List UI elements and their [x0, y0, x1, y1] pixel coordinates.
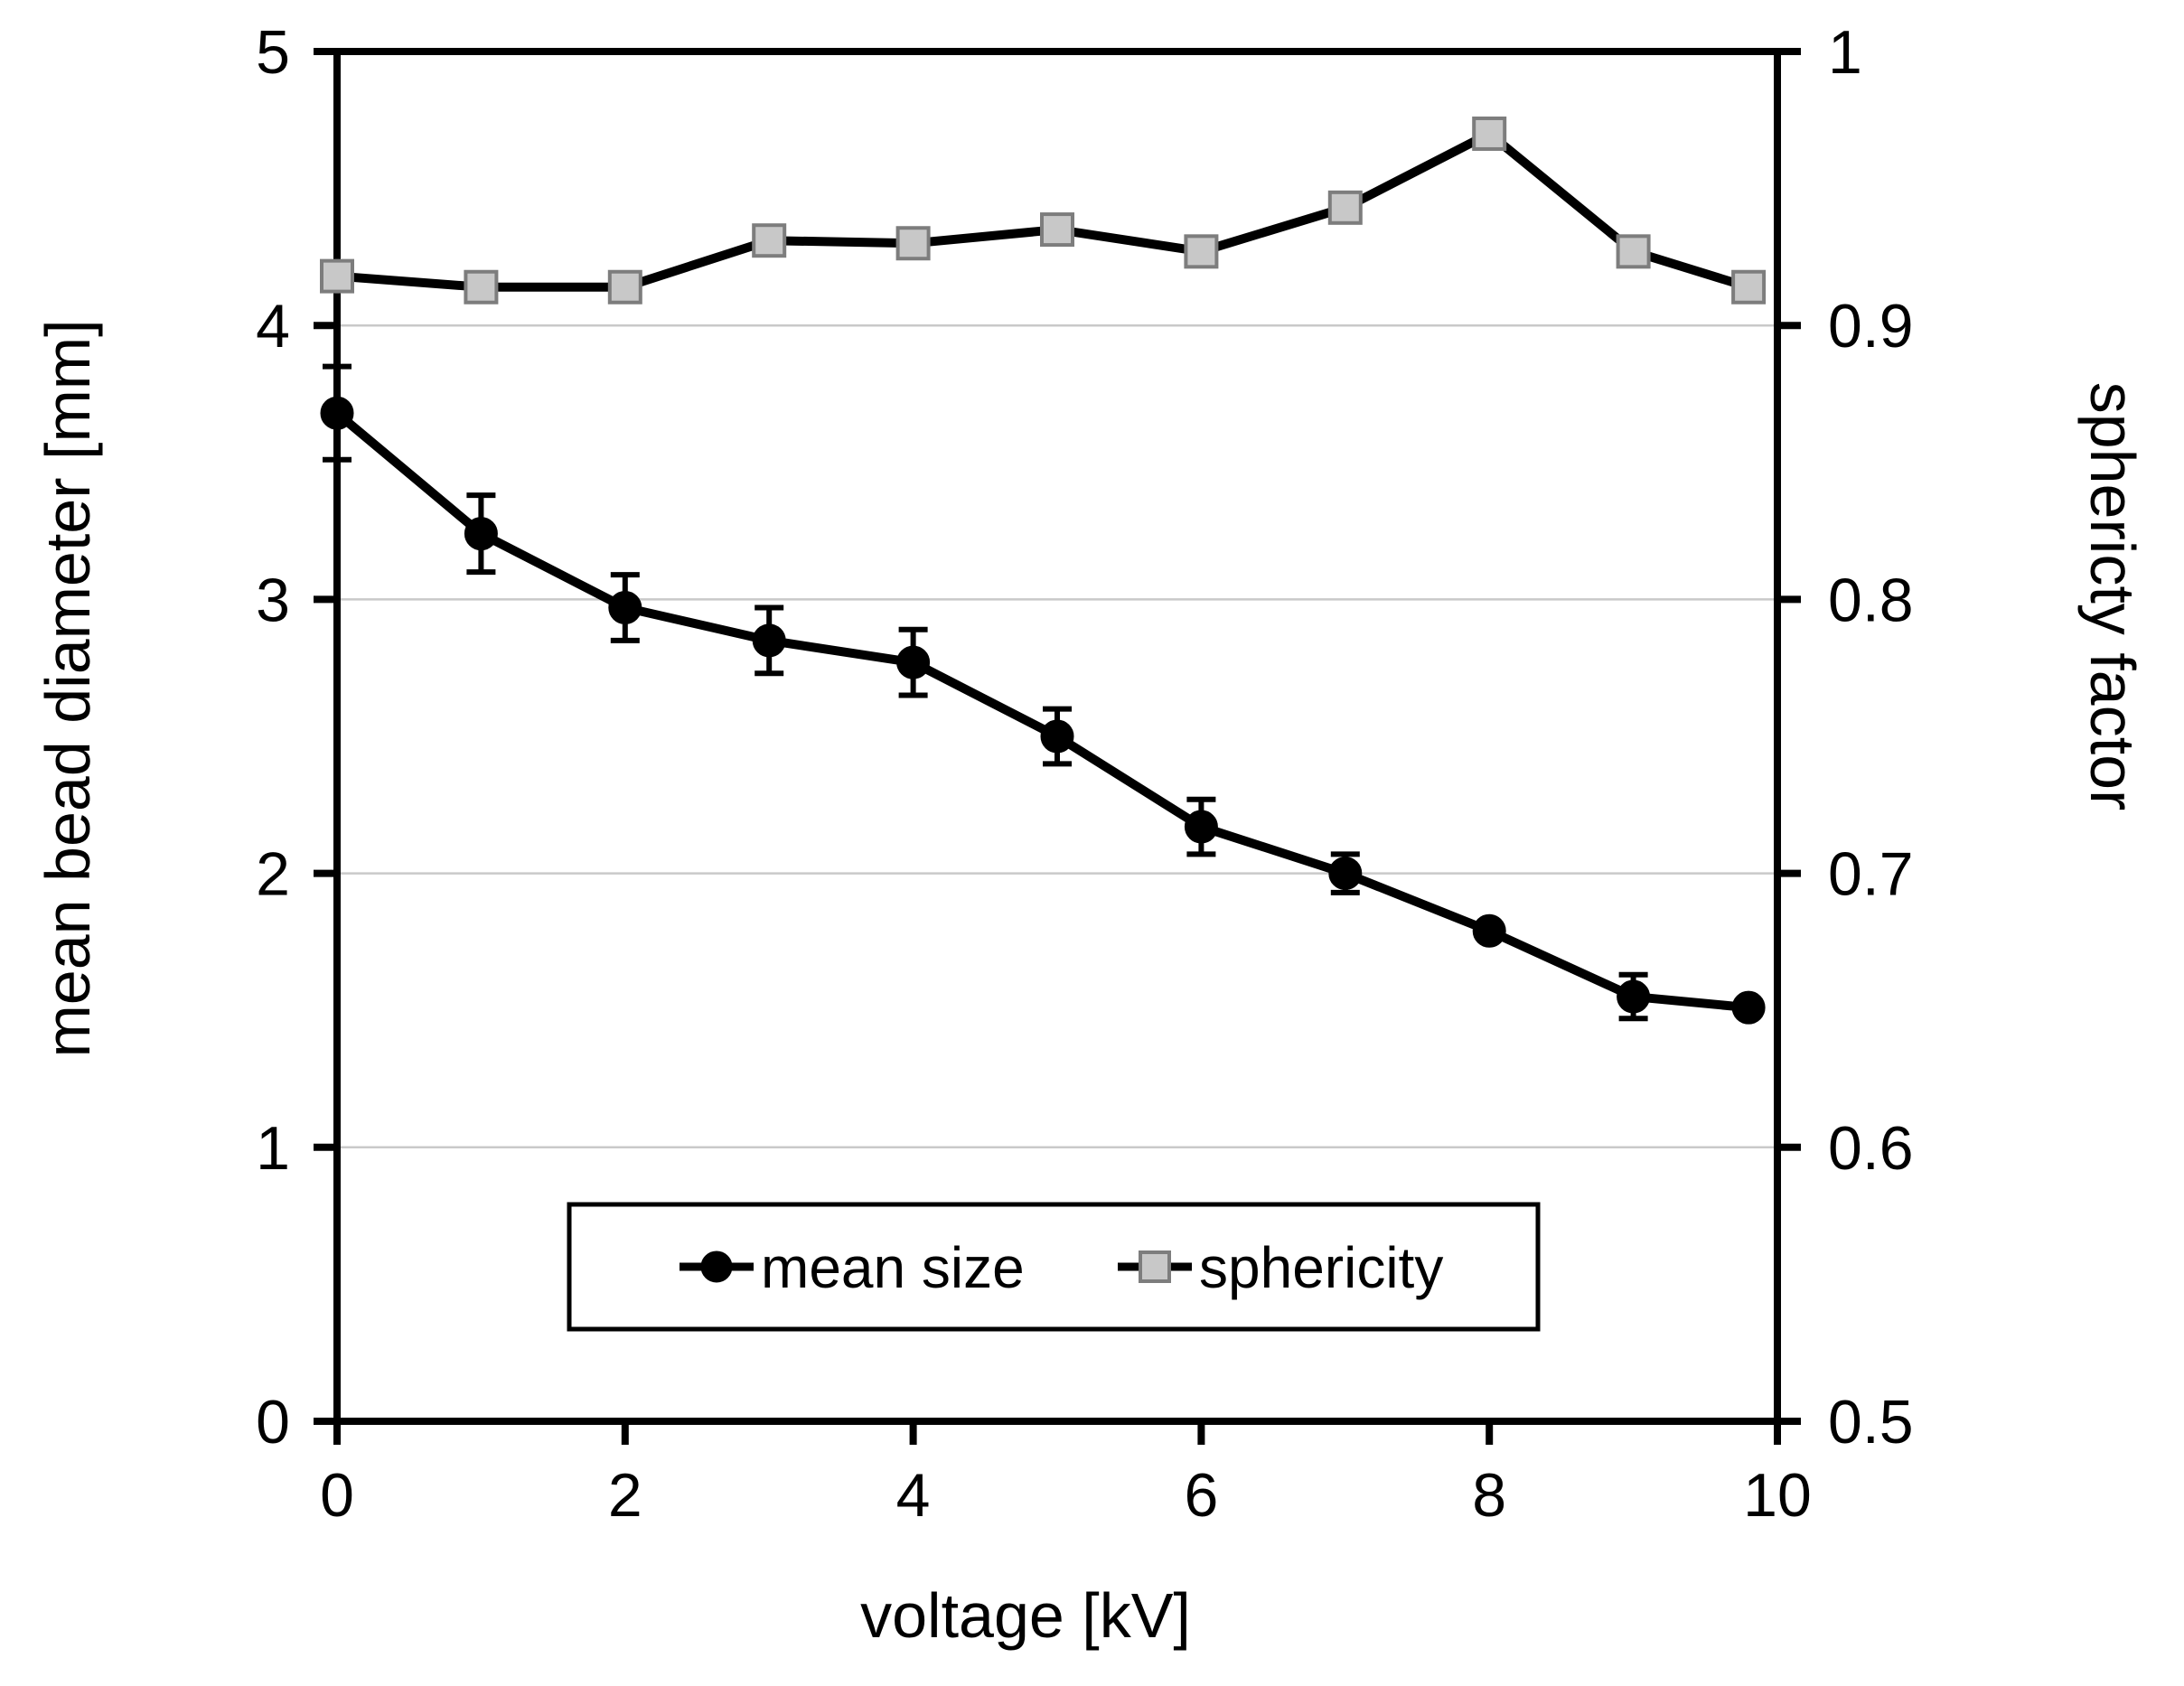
x-tick-label: 6 [1184, 1461, 1218, 1530]
legend-entry-sphericity: sphericity [1118, 1235, 1443, 1300]
axis-ticks [314, 48, 1801, 1445]
data-point-square [895, 226, 931, 261]
left-tick-label: 3 [256, 566, 290, 634]
right-axis-title: sphericty factor [2077, 381, 2148, 811]
data-point-square [1472, 116, 1507, 151]
data-point-square [1616, 234, 1651, 269]
gridlines [337, 323, 1777, 1149]
right-tick-label: 0.9 [1828, 292, 1914, 361]
legend-entry-mean-size: mean size [680, 1235, 1025, 1300]
x-tick-label: 4 [896, 1461, 931, 1530]
data-point-square [1139, 1250, 1171, 1283]
left-tick-label: 5 [256, 18, 290, 87]
data-point-circle [1184, 810, 1218, 844]
right-tick-label: 0.7 [1828, 840, 1914, 909]
data-point-circle [700, 1250, 733, 1283]
left-tick-label: 1 [256, 1114, 290, 1183]
data-point-circle [1617, 979, 1651, 1014]
data-point-square [752, 223, 787, 258]
data-point-square [320, 258, 354, 294]
plot-frame [333, 48, 1781, 1425]
x-axis-title: voltage [kV] [860, 1580, 1191, 1651]
right-tick-label: 0.6 [1828, 1114, 1914, 1183]
data-point-square [1184, 234, 1219, 269]
data-point-circle [1731, 990, 1766, 1025]
series-sphericity [320, 116, 1767, 304]
legend: mean size sphericity [567, 1202, 1541, 1332]
data-point-circle [752, 623, 786, 658]
data-point-circle [1328, 857, 1363, 891]
series-mean-size [320, 363, 1766, 1025]
data-point-square [1327, 190, 1363, 225]
right-tick-label: 0.8 [1828, 566, 1914, 634]
error-bars [323, 363, 1648, 1022]
x-tick-label: 0 [320, 1461, 354, 1530]
data-point-circle [1472, 913, 1506, 948]
x-tick-label: 8 [1472, 1461, 1506, 1530]
left-tick-label: 0 [256, 1388, 290, 1457]
left-axis-title: mean bead diameter [mm] [33, 319, 103, 1058]
x-tick-label: 10 [1743, 1461, 1812, 1530]
data-point-circle [896, 645, 931, 679]
x-tick-label: 2 [608, 1461, 642, 1530]
legend-label: sphericity [1199, 1235, 1443, 1300]
data-point-square [607, 269, 642, 304]
series-line [333, 128, 1754, 292]
data-point-square [1040, 212, 1074, 248]
left-tick-label: 4 [256, 292, 290, 361]
data-point-circle [320, 396, 354, 430]
data-point-square [1731, 269, 1767, 304]
data-point-square [464, 269, 499, 304]
data-point-circle [1040, 719, 1074, 754]
left-tick-label: 2 [256, 840, 290, 909]
right-tick-label: 0.5 [1828, 1388, 1914, 1457]
data-point-circle [464, 517, 498, 551]
right-tick-label: 1 [1828, 18, 1862, 87]
legend-label: mean size [761, 1235, 1025, 1300]
data-point-circle [608, 590, 642, 624]
